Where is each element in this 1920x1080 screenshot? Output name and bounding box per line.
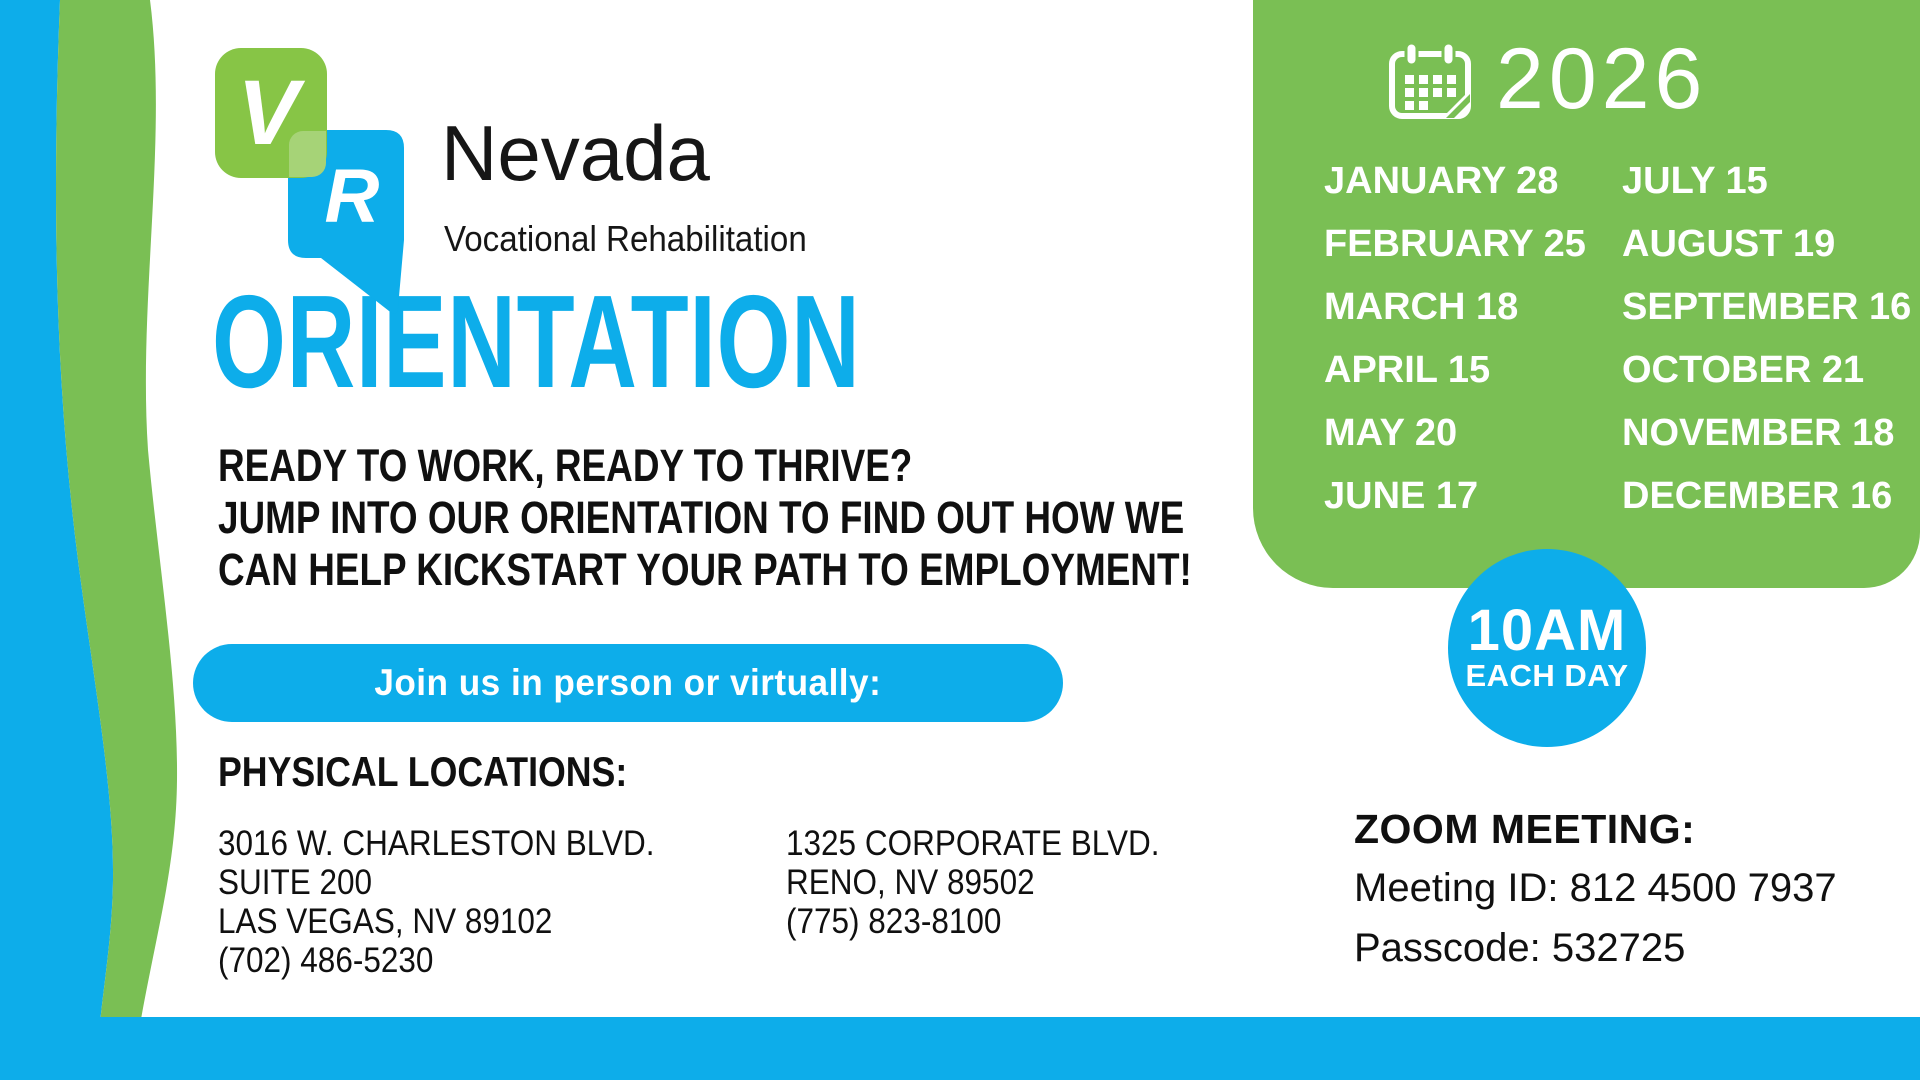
date-item: AUGUST 19	[1622, 223, 1836, 265]
join-us-pill-label: Join us in person or virtually:	[374, 662, 882, 703]
date-item: DECEMBER 16	[1622, 475, 1893, 517]
date-item: MARCH 18	[1324, 286, 1519, 328]
date-column-2: JULY 15 AUGUST 19 SEPTEMBER 16 OCTOBER 2…	[1622, 150, 1911, 528]
tagline-body-line2: CAN HELP KICKSTART YOUR PATH TO EMPLOYME…	[218, 544, 1192, 595]
address-line: 3016 W. CHARLESTON BLVD.	[218, 824, 655, 863]
zoom-meeting-info: ZOOM MEETING: Meeting ID: 812 4500 7937 …	[1354, 800, 1837, 978]
logo-overlap-shape	[289, 131, 326, 177]
zoom-meeting-id: Meeting ID: 812 4500 7937	[1354, 866, 1837, 910]
brand-name: Nevada	[441, 109, 710, 197]
date-item: NOVEMBER 18	[1622, 412, 1895, 454]
date-item: SEPTEMBER 16	[1622, 286, 1912, 328]
address-line: (702) 486-5230	[218, 941, 434, 980]
brand-subtitle: Vocational Rehabilitation	[444, 218, 807, 259]
date-item: OCTOBER 21	[1622, 349, 1865, 391]
calendar-panel	[1253, 0, 1920, 588]
location-reno: 1325 CORPORATE BLVD. RENO, NV 89502 (775…	[786, 824, 1159, 941]
tagline-question: READY TO WORK, READY TO THRIVE?	[218, 440, 913, 491]
zoom-passcode: Passcode: 532725	[1354, 926, 1686, 970]
date-column-1: JANUARY 28 FEBRUARY 25 MARCH 18 APRIL 15…	[1324, 150, 1586, 528]
blue-wave-shape	[0, 0, 114, 1080]
time-badge-time: 10AM	[1467, 598, 1627, 663]
bottom-blue-bar	[0, 1017, 1920, 1080]
address-line: SUITE 200	[218, 863, 373, 902]
location-las-vegas: 3016 W. CHARLESTON BLVD. SUITE 200 LAS V…	[218, 824, 655, 980]
logo-v-letter: V	[237, 61, 299, 164]
calendar-year: 2026	[1496, 31, 1708, 127]
left-wave-decoration	[0, 0, 178, 1080]
tagline-body: JUMP INTO OUR ORIENTATION TO FIND OUT HO…	[218, 492, 1192, 596]
address-line: LAS VEGAS, NV 89102	[218, 902, 553, 941]
tagline-body-line1: JUMP INTO OUR ORIENTATION TO FIND OUT HO…	[218, 492, 1185, 543]
calendar-icon	[1389, 42, 1471, 119]
zoom-meeting-heading: ZOOM MEETING:	[1354, 806, 1696, 852]
date-item: JANUARY 28	[1324, 160, 1559, 202]
date-item: JUNE 17	[1324, 475, 1479, 517]
address-line: 1325 CORPORATE BLVD.	[786, 824, 1160, 863]
physical-locations-heading: PHYSICAL LOCATIONS:	[218, 748, 628, 795]
address-line: RENO, NV 89502	[786, 863, 1035, 902]
time-badge-label: EACH DAY	[1465, 658, 1629, 693]
date-item: JULY 15	[1622, 160, 1768, 202]
time-badge: 10AM EACH DAY	[1448, 549, 1646, 747]
date-item: FEBRUARY 25	[1324, 223, 1586, 265]
address-line: (775) 823-8100	[786, 902, 1002, 941]
join-us-pill: Join us in person or virtually:	[193, 644, 1063, 722]
page-title: ORIENTATION	[212, 268, 861, 415]
date-item: APRIL 15	[1324, 349, 1491, 391]
date-item: MAY 20	[1324, 412, 1458, 454]
green-wave-shape	[55, 0, 178, 1080]
logo-r-letter: R	[324, 153, 380, 239]
